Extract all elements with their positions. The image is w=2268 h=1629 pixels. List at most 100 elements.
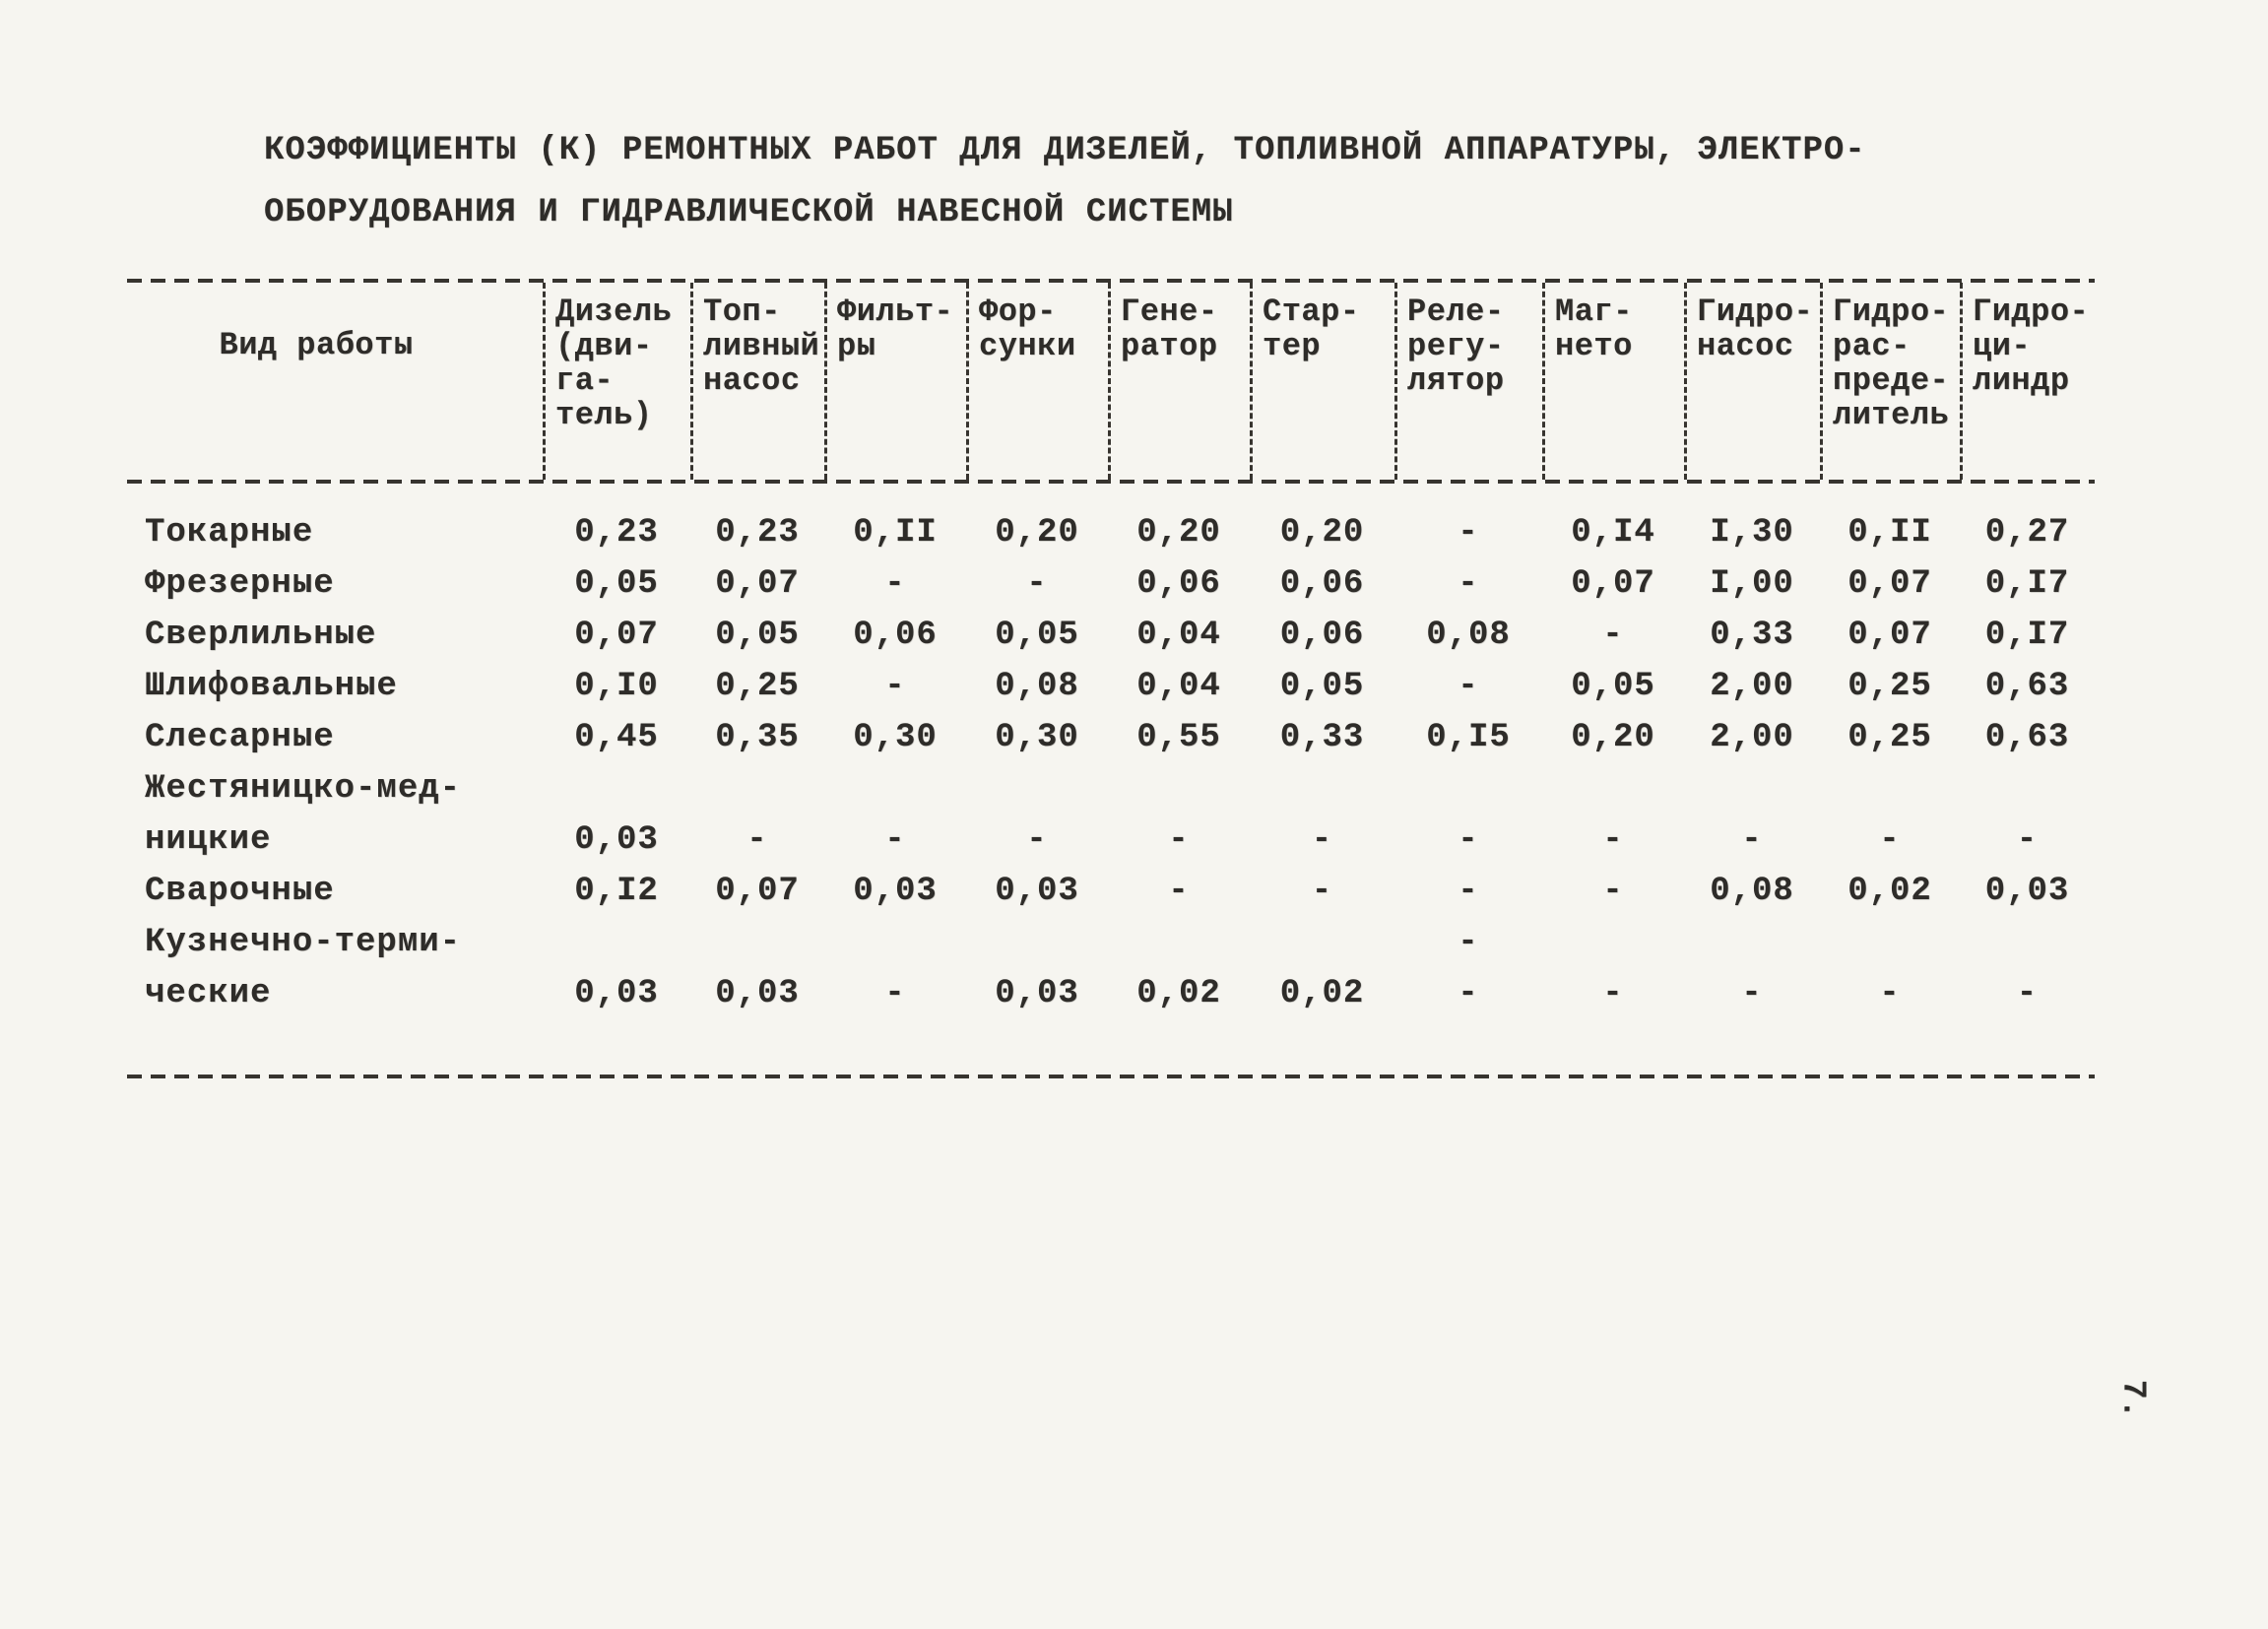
table-cell: - — [1741, 821, 1763, 859]
table-cell: 0,03 — [853, 873, 938, 910]
table-row: Токарные 0,23 0,23 0,II 0,20 0,20 0,20 -… — [127, 507, 2095, 558]
row-label: Токарные — [145, 514, 314, 552]
table-cell: - — [1458, 821, 1479, 859]
table-cell: - — [1458, 565, 1479, 603]
row-label: Кузнечно-терми- — [145, 924, 462, 961]
table-cell: 0,07 — [1571, 565, 1655, 603]
table-cell: 0,07 — [574, 617, 659, 654]
table-cell: 0,03 — [715, 975, 800, 1012]
table-cell: 0,08 — [1710, 873, 1794, 910]
table-cell: - — [1741, 975, 1763, 1012]
table-cell: - — [1168, 873, 1190, 910]
row-label: Слесарные — [145, 719, 335, 756]
table-cell: 0,63 — [1984, 668, 2070, 705]
column-header: Маг- нето — [1542, 283, 1684, 480]
table-border-middle — [127, 480, 2095, 484]
table-cell: - — [1879, 821, 1901, 859]
table-row: Жестяницко-мед- — [127, 763, 2095, 814]
table-cell: 0,02 — [1847, 873, 1932, 910]
table-row: Слесарные 0,45 0,35 0,30 0,30 0,55 0,33 … — [127, 712, 2095, 763]
row-label: Жестяницко-мед- — [145, 770, 462, 808]
row-label: Шлифовальные — [145, 668, 398, 705]
column-header: Гене- ратор — [1108, 283, 1250, 480]
table-cell: - — [1026, 821, 1048, 859]
row-label: ницкие — [145, 821, 272, 859]
row-label: Сварочные — [145, 873, 335, 910]
table-cell: 0,23 — [574, 514, 659, 552]
table-cell: 0,20 — [995, 514, 1079, 552]
column-header: Дизель (дви- га- тель) — [543, 283, 690, 480]
table-cell: 0,20 — [1136, 514, 1221, 552]
table-cell: 0,05 — [1571, 668, 1655, 705]
table-cell: - — [1458, 873, 1479, 910]
table-cell: 0,05 — [574, 565, 659, 603]
table-cell: 0,06 — [1279, 565, 1365, 603]
table-row: ческие 0,03 0,03 - 0,03 0,02 0,02 - - - … — [127, 968, 2095, 1019]
table-cell: - — [884, 821, 906, 859]
table-cell: I,30 — [1710, 514, 1794, 552]
table-cell: - — [1602, 975, 1624, 1012]
table-cell: - — [1602, 873, 1624, 910]
table-cell: 0,33 — [1710, 617, 1794, 654]
table-cell: 0,03 — [574, 975, 659, 1012]
table-row: Кузнечно-терми- - — [127, 917, 2095, 968]
table-cell: 0,07 — [715, 565, 800, 603]
table-cell: - — [2016, 821, 2039, 859]
table-cell: - — [884, 565, 906, 603]
title-line-2: ОБОРУДОВАНИЯ И ГИДРАВЛИЧЕСКОЙ НАВЕСНОЙ С… — [264, 194, 1234, 231]
table-cell: 0,I4 — [1571, 514, 1655, 552]
column-header: Гидро- рас- преде- литель — [1820, 283, 1960, 480]
table-cell: 0,06 — [1136, 565, 1221, 603]
table-cell: I,00 — [1710, 565, 1794, 603]
table-row: Сварочные 0,I2 0,07 0,03 0,03 - - - - 0,… — [127, 866, 2095, 917]
table-cell: - — [1311, 873, 1333, 910]
table-cell: 0,02 — [1136, 975, 1221, 1012]
table-cell: 0,03 — [574, 821, 659, 859]
column-header: Реле- регу- лятор — [1394, 283, 1542, 480]
table-cell: 0,I7 — [1984, 617, 2070, 654]
table-cell: 0,25 — [1847, 719, 1932, 756]
table-row: Фрезерные 0,05 0,07 - - 0,06 0,06 - 0,07… — [127, 558, 2095, 610]
table-cell: - — [1602, 617, 1624, 654]
table-cell: 2,00 — [1710, 668, 1794, 705]
table-cell: 0,45 — [574, 719, 659, 756]
document-title: КОЭФФИЦИЕНТЫ (К) РЕМОНТНЫХ РАБОТ ДЛЯ ДИЗ… — [264, 120, 1866, 244]
table-cell: 0,27 — [1984, 514, 2070, 552]
table-cell: 0,07 — [715, 873, 800, 910]
table-cell: 0,20 — [1571, 719, 1655, 756]
table-cell: 2,00 — [1710, 719, 1794, 756]
table-cell: 0,06 — [853, 617, 938, 654]
table-cell: 0,03 — [1984, 873, 2070, 910]
row-label: Фрезерные — [145, 565, 335, 603]
table-cell: 0,07 — [1847, 565, 1932, 603]
table-cell: - — [1311, 821, 1333, 859]
table-cell: 0,02 — [1279, 975, 1365, 1012]
table-cell: 0,I2 — [574, 873, 659, 910]
table-cell: 0,30 — [853, 719, 938, 756]
table-row: Сверлильные 0,07 0,05 0,06 0,05 0,04 0,0… — [127, 610, 2095, 661]
table-cell: - — [884, 668, 906, 705]
column-header: Гидро- насос — [1684, 283, 1820, 480]
table-cell: 0,63 — [1984, 719, 2070, 756]
table-cell: 0,03 — [995, 975, 1079, 1012]
title-line-1: КОЭФФИЦИЕНТЫ (К) РЕМОНТНЫХ РАБОТ ДЛЯ ДИЗ… — [264, 132, 1866, 169]
table-cell: 0,25 — [1847, 668, 1932, 705]
column-header: Фор- сунки — [966, 283, 1108, 480]
table-cell: - — [884, 975, 906, 1012]
table-cell: 0,55 — [1136, 719, 1221, 756]
table-cell: 0,08 — [995, 668, 1079, 705]
table-cell: 0,04 — [1136, 668, 1221, 705]
column-header: Топ- ливный насос — [690, 283, 824, 480]
table-cell: 0,05 — [715, 617, 800, 654]
table-border-bottom — [127, 1075, 2095, 1078]
column-header: Стар- тер — [1250, 283, 1394, 480]
table-body: Токарные 0,23 0,23 0,II 0,20 0,20 0,20 -… — [127, 484, 2095, 1075]
page-number: 7. — [2114, 1379, 2152, 1419]
table-cell: - — [1168, 821, 1190, 859]
column-header: Гидро- ци- линдр — [1960, 283, 2095, 480]
table-cell: 0,I0 — [574, 668, 659, 705]
table-cell: - — [1879, 975, 1901, 1012]
table-cell: 0,I7 — [1984, 565, 2070, 603]
table-cell: - — [1458, 924, 1479, 961]
